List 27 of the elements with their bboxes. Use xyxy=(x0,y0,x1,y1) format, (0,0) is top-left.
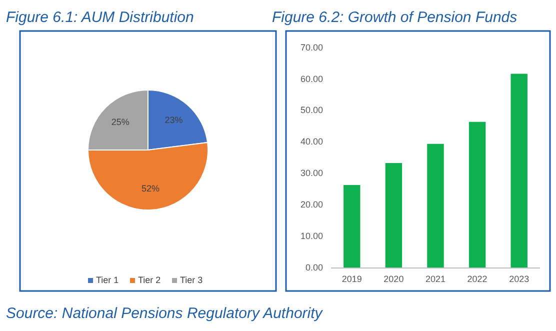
bar xyxy=(385,163,402,268)
chart-title: Figure 6.1: AUM Distribution xyxy=(6,9,194,26)
y-tick-label: 60.00 xyxy=(300,74,323,84)
x-tick-label: 2019 xyxy=(342,274,362,284)
source-note: Source: National Pensions Regulatory Authority xyxy=(6,305,324,322)
bar xyxy=(344,185,360,268)
data-label: 23% xyxy=(164,115,183,126)
x-tick-label: 2022 xyxy=(467,274,488,284)
y-tick-label: 10.00 xyxy=(300,230,323,241)
chart-title: Figure 6.2: Growth of Pension Funds xyxy=(272,9,518,26)
bar xyxy=(468,122,486,268)
legend-label: Tier 1 xyxy=(96,275,119,285)
y-tick-label: 0.00 xyxy=(305,262,323,272)
x-tick-label: 2023 xyxy=(509,274,530,284)
legend-label: Tier 2 xyxy=(138,275,161,285)
bar xyxy=(427,144,444,268)
legend-label: Tier 3 xyxy=(180,275,203,285)
y-tick-label: 20.00 xyxy=(300,200,323,210)
y-tick-label: 50.00 xyxy=(300,105,323,116)
y-tick-label: 30.00 xyxy=(300,168,323,178)
data-label: 25% xyxy=(111,116,130,127)
y-tick-label: 70.00 xyxy=(300,42,323,52)
data-label: 52% xyxy=(141,183,160,194)
x-tick-label: 2020 xyxy=(384,274,404,284)
y-tick-label: 40.00 xyxy=(300,136,323,147)
x-tick-label: 2021 xyxy=(425,274,446,284)
bar xyxy=(510,74,528,268)
